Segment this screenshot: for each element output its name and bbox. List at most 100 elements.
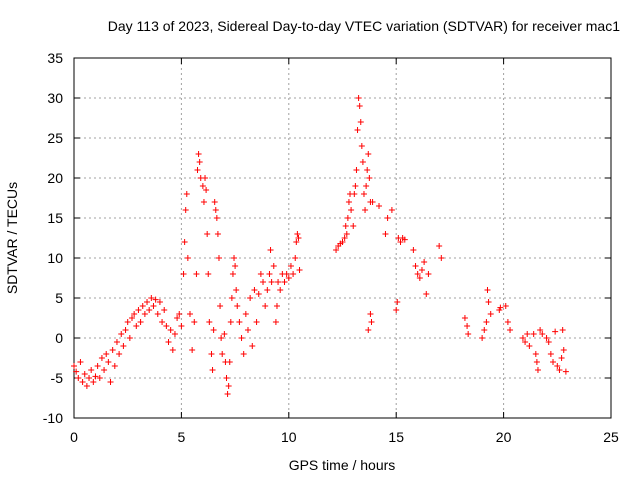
data-point [109, 347, 116, 353]
chart-title: Day 113 of 2023, Sidereal Day-to-day VTE… [108, 18, 620, 34]
data-point [251, 287, 258, 293]
data-point [275, 279, 282, 285]
data-point [77, 359, 84, 365]
y-tick-label: 0 [55, 330, 63, 346]
data-point [203, 187, 210, 193]
data-point [165, 339, 172, 345]
data-point [232, 263, 239, 269]
data-point [554, 363, 561, 369]
y-tick-label: 20 [47, 170, 63, 186]
data-point [257, 271, 264, 277]
data-point [159, 319, 166, 325]
data-point [124, 319, 131, 325]
data-point [418, 267, 425, 273]
data-point [366, 175, 373, 181]
data-point [360, 191, 367, 197]
data-point [184, 255, 191, 261]
data-point [141, 311, 148, 317]
data-point [353, 167, 360, 173]
data-point [487, 311, 494, 317]
data-point [79, 379, 86, 385]
data-point [524, 331, 531, 337]
data-point [534, 367, 541, 373]
data-point [333, 247, 340, 253]
data-point [195, 151, 202, 157]
data-point [350, 223, 357, 229]
data-point [210, 327, 217, 333]
data-point [292, 255, 299, 261]
data-point [98, 355, 105, 361]
data-point [485, 299, 492, 305]
data-point [135, 307, 142, 313]
data-point [152, 296, 159, 303]
data-point [193, 271, 200, 277]
data-point [277, 287, 284, 293]
data-point [90, 379, 97, 385]
data-point [363, 183, 370, 189]
data-point [191, 319, 198, 325]
data-point [116, 351, 123, 357]
data-point [352, 183, 359, 189]
data-point [362, 207, 369, 213]
data-point [262, 303, 269, 309]
data-point [156, 299, 163, 305]
data-point [481, 327, 488, 333]
data-point [223, 375, 230, 381]
data-point [416, 275, 423, 281]
data-point [359, 159, 366, 165]
x-tick-label: 0 [70, 429, 78, 445]
data-point [182, 207, 189, 213]
data-point [287, 263, 294, 269]
data-point [543, 335, 550, 341]
x-tick-label: 15 [388, 429, 404, 445]
y-tick-label: 35 [47, 50, 63, 66]
data-point [238, 335, 245, 341]
data-point [96, 375, 103, 381]
data-point [189, 347, 196, 353]
data-point [122, 327, 129, 333]
data-point [163, 323, 170, 329]
data-point [519, 335, 526, 341]
x-tick-label: 10 [281, 429, 297, 445]
data-point [355, 95, 362, 101]
data-point [180, 271, 187, 277]
data-point [412, 263, 419, 269]
data-point [194, 167, 201, 173]
data-point [167, 327, 174, 333]
axis-ticks [73, 57, 612, 419]
data-point [219, 351, 226, 357]
data-point [111, 363, 118, 369]
data-point [217, 303, 224, 309]
data-point [266, 271, 273, 277]
data-point [196, 159, 203, 165]
data-point [267, 247, 274, 253]
data-point [183, 191, 190, 197]
y-tick-label: -10 [43, 410, 63, 426]
y-tick-label: 10 [47, 250, 63, 266]
data-point [181, 239, 188, 245]
data-point [484, 287, 491, 293]
data-point [234, 303, 241, 309]
data-point [530, 331, 537, 337]
data-point [394, 299, 401, 305]
data-point [113, 339, 120, 345]
data-point [268, 279, 275, 285]
data-point [479, 335, 486, 341]
data-point [552, 328, 559, 335]
data-point [384, 215, 391, 221]
x-axis-label: GPS time / hours [289, 457, 396, 473]
data-point [224, 391, 231, 397]
data-point [365, 151, 372, 157]
data-point [423, 291, 430, 297]
data-point [105, 359, 112, 365]
data-point [199, 183, 206, 189]
data-point [146, 307, 153, 313]
data-point [401, 236, 408, 243]
data-point [294, 231, 301, 237]
plot-frame [73, 57, 612, 419]
data-point [169, 347, 176, 353]
data-point [229, 271, 236, 277]
data-point [264, 287, 271, 293]
data-point [461, 315, 468, 321]
